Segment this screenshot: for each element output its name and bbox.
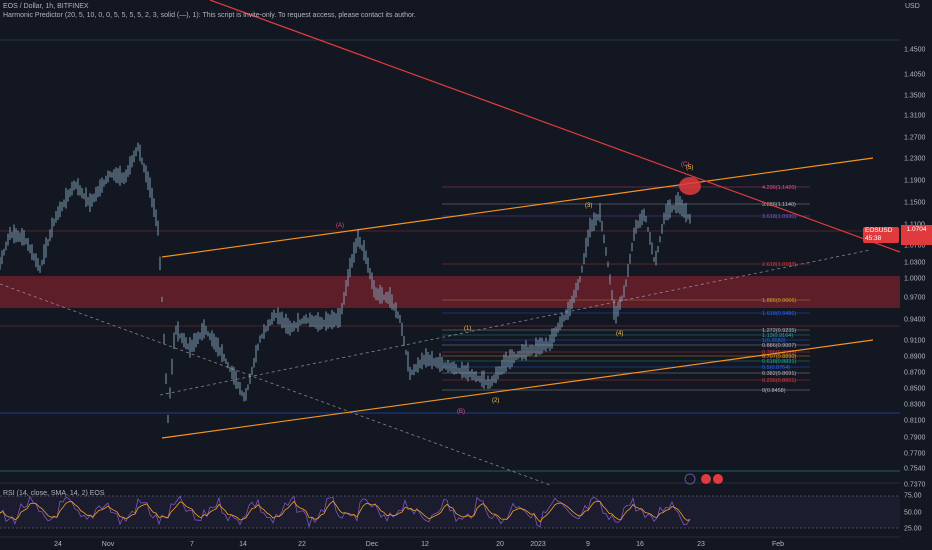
dashed-trendline-down [0,283,551,486]
time-tick-label: 23 [697,541,705,548]
fib-level-label: 0.886(0.9007) [762,343,796,349]
wave-label-4: (4) [616,331,623,337]
wave-label-b: (B) [457,409,465,415]
time-tick-label: 9 [586,541,590,548]
price-tick-label: 0.7700 [904,451,926,458]
indicator-icon[interactable] [684,473,696,485]
fib-level-label: 0.236(0.8601) [762,378,796,384]
price-tick-labels: 1.4500 1.4050 1.3500 1.3100 1.2700 1.2300 1.19… [904,47,926,489]
price-tick-label: 0.8900 [904,354,926,361]
price-tick-label: 1.2300 [904,156,926,163]
target-marker [679,177,701,195]
currency-label: USD [905,3,920,10]
candles [0,142,691,424]
price-tick-label: 1.4500 [904,47,926,54]
time-tick-label: 24 [54,541,62,548]
rsi-ma-line [0,500,691,523]
badge-price: 1.0704 [901,225,932,245]
price-tick-label: 1.2700 [904,135,926,142]
price-tick-label: 1.3100 [904,113,926,120]
rsi-tick-label: 75.00 [904,493,922,500]
alert-icon[interactable] [701,474,711,484]
fib-level-label: 1.618(0.9486) [762,311,796,317]
channel-upper-line[interactable] [161,157,874,258]
wave-label-3: (3) [585,203,592,209]
time-tick-label: 20 [496,541,504,548]
time-tick-label: Dec [366,541,379,548]
price-tick-label: 0.8100 [904,418,926,425]
price-tick-label: 1.0700 [904,243,926,250]
alert-icon-2[interactable] [713,474,723,484]
price-tick-label: 0.9700 [904,295,926,302]
fib-level-label: 0.382(0.8691) [762,371,796,377]
dashed-trendline-up [159,249,871,396]
fib-level-label: 0.618(0.8831) [762,359,796,365]
fib-level-label: 4.236(1.1420) [762,185,796,191]
time-axis[interactable]: 24 Nov 7 14 22 Dec 12 20 2023 9 16 23 Feb [54,541,784,548]
fib-level-label: 3.886(1.1140) [762,202,796,208]
time-tick-label: 2023 [530,541,546,548]
badge-countdown: 45:38 [865,235,882,242]
time-tick-label: Feb [772,541,784,548]
rsi-legend-sub: EOS [89,490,105,497]
fib-level-label: 1.272(0.9235) [762,328,796,334]
wave-label-5: (5) [686,165,693,171]
wave-label-2: (2) [492,398,499,404]
badge-ticker: EOSUSD [865,227,893,234]
rsi-tick-label: 50.00 [904,510,922,517]
price-tick-label: 1.0300 [904,260,926,267]
rsi-legend-text: RSI (14, close, SMA, 14, 2) [3,490,88,497]
fib-level-label: 0.707(0.8890) [762,354,796,360]
resistance-trendline[interactable] [209,0,901,253]
price-tick-label: 0.9400 [904,317,926,324]
price-tick-label: 0.7900 [904,435,926,442]
fib-levels: 4.236(1.1420) 3.886(1.1140) 3.618(1.0930) 2… [442,185,810,394]
price-tick-label: 0.8300 [904,402,926,409]
time-tick-label: 7 [190,541,194,548]
price-tick-label: 1.1500 [904,200,926,207]
price-tick-label: 1.3500 [904,93,926,100]
symbol-title[interactable]: EOS / Dollar, 1h, BITFINEX [3,3,89,10]
fib-level-label: 0(0.8458) [762,388,786,394]
time-tick-label: 14 [239,541,247,548]
channel-lower-line[interactable] [161,339,874,439]
wave-label-1: (1) [464,326,471,332]
fib-level-label: 1.886(0.9666) [762,298,796,304]
current-price-badge: EOSUSD 45:38 [863,227,899,243]
price-tick-label: 0.9100 [904,338,926,345]
price-tick-label: 1.0000 [904,276,926,283]
rsi-legend[interactable]: RSI (14, close, SMA, 14, 2) EOS [3,490,105,497]
indicator-legend[interactable]: Harmonic Predictor (20, 5, 10, 0, 0, 5, … [3,12,416,19]
price-axis[interactable] [900,0,932,550]
fib-level-label: 2.618(1.0183) [762,262,796,268]
wave-label-c: (C) [681,162,689,168]
fib-level-label: 1(0.9083) [762,338,786,344]
price-tick-label: 1.1900 [904,178,926,185]
fib-level-label: 0.5(0.8764) [762,365,790,371]
fib-level-label: 1.13(0.9164) [762,333,793,339]
time-tick-label: 22 [298,541,306,548]
time-tick-label: 16 [636,541,644,548]
price-tick-label: 0.8500 [904,386,926,393]
time-tick-label: Nov [102,541,115,548]
rsi-band [0,496,900,528]
price-tick-label: 0.7540 [904,466,926,473]
fib-level-label: 3.618(1.0930) [762,214,796,220]
price-tick-label: 0.8700 [904,370,926,377]
wave-label-a: (A) [336,223,344,229]
rsi-tick-label: 25.00 [904,526,922,533]
time-tick-label: 12 [421,541,429,548]
price-tick-label: 0.7370 [904,482,926,489]
rsi-tick-labels: 75.00 50.00 25.00 [904,493,922,533]
price-tick-label: 1.4050 [904,72,926,79]
resistance-zone [0,276,900,308]
